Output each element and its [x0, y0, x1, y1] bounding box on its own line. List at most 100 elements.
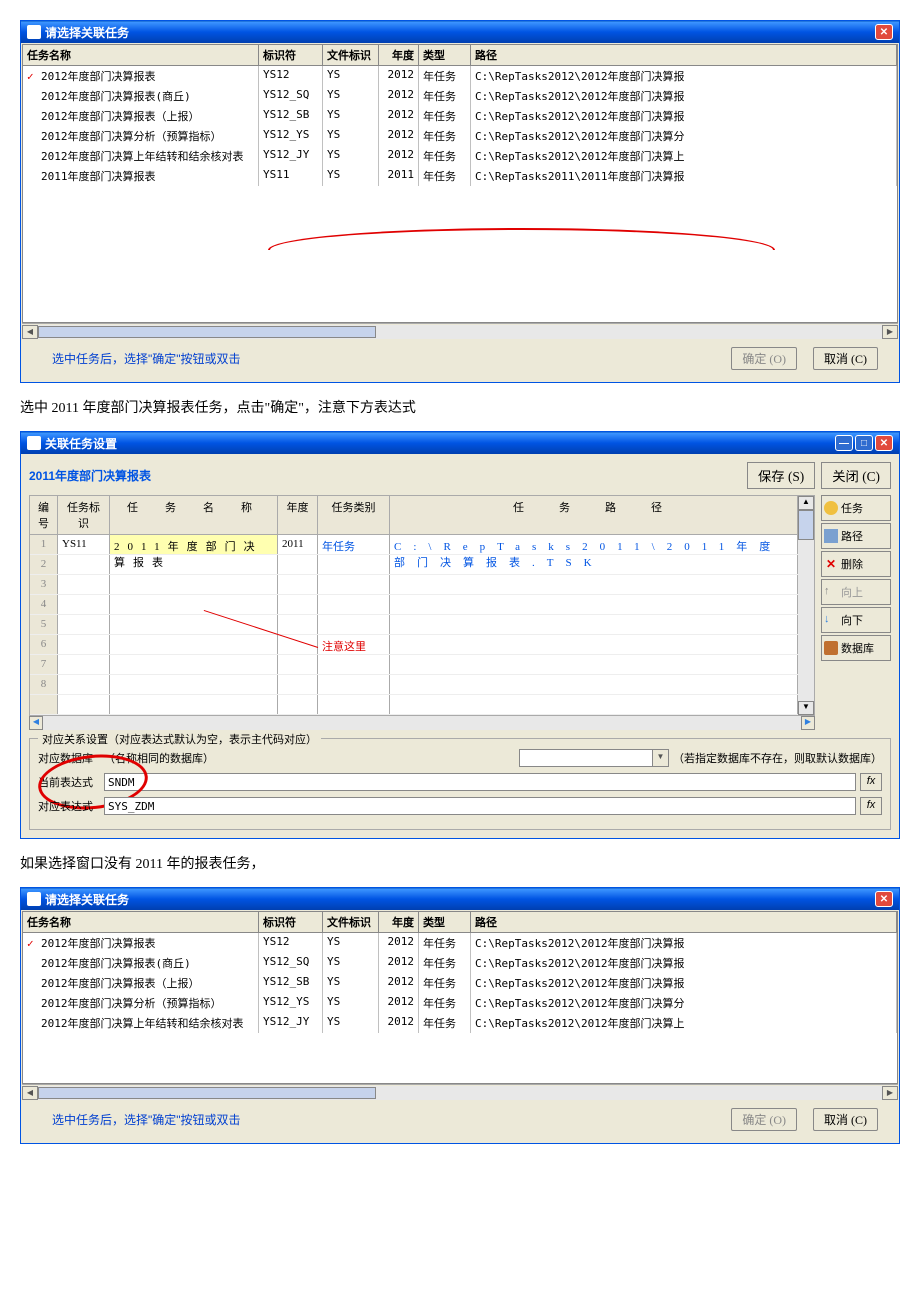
db-suffix: （名称相同的数据库） [104, 750, 214, 766]
app-icon [27, 25, 41, 39]
ok-button-3[interactable]: 确定 (O) [731, 1108, 797, 1131]
col-name[interactable]: 任务名称 [23, 912, 259, 932]
scroll-right-icon[interactable]: ▶ [882, 325, 898, 339]
db-label: 对应数据库 [38, 750, 100, 766]
scroll-up-icon[interactable]: ▲ [798, 496, 814, 510]
table-row[interactable]: 2012年度部门决算上年结转和结余核对表YS12_JYYS2012年任务C:\R… [23, 146, 897, 166]
max-icon[interactable]: □ [855, 435, 873, 451]
table-row[interactable]: 2012年度部门决算上年结转和结余核对表YS12_JYYS2012年任务C:\R… [23, 1013, 897, 1033]
delete-button[interactable]: ✕删除 [821, 551, 891, 577]
select-task-dialog-1: 请选择关联任务 ✕ 任务名称 标识符 文件标识 年度 类型 路径 ✓2012年度… [20, 20, 900, 383]
titlebar-2: 关联任务设置 — □ ✕ [21, 432, 899, 454]
scroll-down-icon[interactable]: ▼ [798, 701, 814, 715]
col-taskpath[interactable]: 任 务 路 径 [390, 496, 798, 534]
col-year[interactable]: 年度 [379, 45, 419, 65]
related-task-grid: 编号 任务标识 任 务 名 称 年度 任务类别 任 务 路 径 1YS11201… [29, 495, 815, 716]
related-task-settings-dialog: 关联任务设置 — □ ✕ 2011年度部门决算报表 保存 (S) 关闭 (C) [20, 431, 900, 839]
scroll-right-icon[interactable]: ▶ [882, 1086, 898, 1100]
close-icon[interactable]: ✕ [875, 891, 893, 907]
cancel-button-3[interactable]: 取消 (C) [813, 1108, 878, 1131]
ok-button-1[interactable]: 确定 (O) [731, 347, 797, 370]
col-file[interactable]: 文件标识 [323, 45, 379, 65]
table-row[interactable]: 2012年度部门决算分析（预算指标）YS12_YSYS2012年任务C:\Rep… [23, 993, 897, 1013]
db-button[interactable]: 数据库 [821, 635, 891, 661]
titlebar-3: 请选择关联任务 ✕ [21, 888, 899, 910]
col-year2[interactable]: 年度 [278, 496, 318, 534]
task-icon [824, 501, 838, 515]
close-icon[interactable]: ✕ [875, 24, 893, 40]
expr2-input[interactable] [104, 797, 856, 815]
down-button[interactable]: ↓向下 [821, 607, 891, 633]
expr2-label: 对应表达式 [38, 798, 100, 814]
app-icon [27, 892, 41, 906]
cancel-button-1[interactable]: 取消 (C) [813, 347, 878, 370]
col-taskid[interactable]: 任务标识 [58, 496, 110, 534]
table-row[interactable]: 2 [30, 555, 798, 575]
col-num[interactable]: 编号 [30, 496, 58, 534]
vscroll[interactable]: ▲ ▼ [798, 496, 814, 715]
db-suffix2: （若指定数据库不存在，则取默认数据库） [673, 750, 882, 766]
table-row[interactable]: 2012年度部门决算报表（上报）YS12_SBYS2012年任务C:\RepTa… [23, 973, 897, 993]
path-icon [824, 529, 838, 543]
caption-1: 选中 2011 年度部门决算报表任务，点击"确定"，注意下方表达式 [20, 397, 900, 417]
sidebar: 任务 路径 ✕删除 ↑向上 ↓向下 数据库 [821, 495, 891, 730]
close-icon[interactable]: ✕ [875, 435, 893, 451]
expr1-input[interactable] [104, 773, 856, 791]
table-row[interactable]: 5 [30, 615, 798, 635]
table-row[interactable] [30, 695, 798, 715]
task-grid-1: 任务名称 标识符 文件标识 年度 类型 路径 ✓2012年度部门决算报表YS12… [22, 44, 898, 323]
close-button[interactable]: 关闭 (C) [821, 462, 891, 489]
col-tasktype[interactable]: 任务类别 [318, 496, 390, 534]
table-row[interactable]: 1YS112011年度部门决算报表2011年任务C:\RepTasks2011\… [30, 535, 798, 555]
col-file[interactable]: 文件标识 [323, 912, 379, 932]
scroll-left-icon[interactable]: ◀ [22, 325, 38, 339]
table-row[interactable]: 2012年度部门决算报表(商丘)YS12_SQYS2012年任务C:\RepTa… [23, 953, 897, 973]
scroll-right-icon[interactable]: ▶ [801, 716, 815, 730]
col-taskname[interactable]: 任 务 名 称 [110, 496, 278, 534]
col-type[interactable]: 类型 [419, 45, 471, 65]
scroll-left-icon[interactable]: ◀ [29, 716, 43, 730]
table-row[interactable]: ✓2012年度部门决算报表YS12YS2012年任务C:\RepTasks201… [23, 933, 897, 953]
table-row[interactable]: 3 [30, 575, 798, 595]
col-path[interactable]: 路径 [471, 45, 897, 65]
hscroll-3[interactable]: ◀ ▶ [22, 1084, 898, 1100]
save-button[interactable]: 保存 (S) [747, 462, 815, 489]
table-row[interactable]: ✓2012年度部门决算报表YS12YS2012年任务C:\RepTasks201… [23, 66, 897, 86]
task-button[interactable]: 任务 [821, 495, 891, 521]
col-name[interactable]: 任务名称 [23, 45, 259, 65]
fx-button-1[interactable]: fx [860, 773, 882, 791]
table-row[interactable]: 2012年度部门决算报表(商丘)YS12_SQYS2012年任务C:\RepTa… [23, 86, 897, 106]
table-row[interactable]: 2011年度部门决算报表YS11YS2011年任务C:\RepTasks2011… [23, 166, 897, 186]
col-id[interactable]: 标识符 [259, 45, 323, 65]
footer-hint-3: 选中任务后，选择"确定"按钮或双击 [52, 1111, 715, 1128]
fx-button-2[interactable]: fx [860, 797, 882, 815]
table-row[interactable]: 2012年度部门决算报表（上报）YS12_SBYS2012年任务C:\RepTa… [23, 106, 897, 126]
col-path[interactable]: 路径 [471, 912, 897, 932]
hscroll-1[interactable]: ◀ ▶ [22, 323, 898, 339]
mapping-group: 对应关系设置（对应表达式默认为空，表示主代码对应） 对应数据库 （名称相同的数据… [29, 738, 891, 830]
col-id[interactable]: 标识符 [259, 912, 323, 932]
chevron-down-icon: ▼ [652, 750, 668, 766]
footer-hint-1: 选中任务后，选择"确定"按钮或双击 [52, 350, 715, 367]
database-icon [824, 641, 838, 655]
delete-icon: ✕ [824, 557, 838, 571]
dialog1-title: 请选择关联任务 [45, 24, 129, 41]
dialog3-title: 请选择关联任务 [45, 891, 129, 908]
table-row[interactable]: 6注意这里 [30, 635, 798, 655]
col-type[interactable]: 类型 [419, 912, 471, 932]
expr1-label: 当前表达式 [38, 774, 100, 790]
table-row[interactable]: 7 [30, 655, 798, 675]
table-row[interactable]: 8 [30, 675, 798, 695]
db-combo[interactable]: ▼ [519, 749, 669, 767]
min-icon[interactable]: — [835, 435, 853, 451]
hscroll-2[interactable]: ◀ ▶ [29, 716, 815, 730]
table-row[interactable]: 4 [30, 595, 798, 615]
up-button[interactable]: ↑向上 [821, 579, 891, 605]
scroll-left-icon[interactable]: ◀ [22, 1086, 38, 1100]
path-button[interactable]: 路径 [821, 523, 891, 549]
table-row[interactable]: 2012年度部门决算分析（预算指标）YS12_YSYS2012年任务C:\Rep… [23, 126, 897, 146]
titlebar-1: 请选择关联任务 ✕ [21, 21, 899, 43]
caption-2: 如果选择窗口没有 2011 年的报表任务， [20, 853, 900, 873]
col-year[interactable]: 年度 [379, 912, 419, 932]
down-icon: ↓ [824, 613, 838, 627]
